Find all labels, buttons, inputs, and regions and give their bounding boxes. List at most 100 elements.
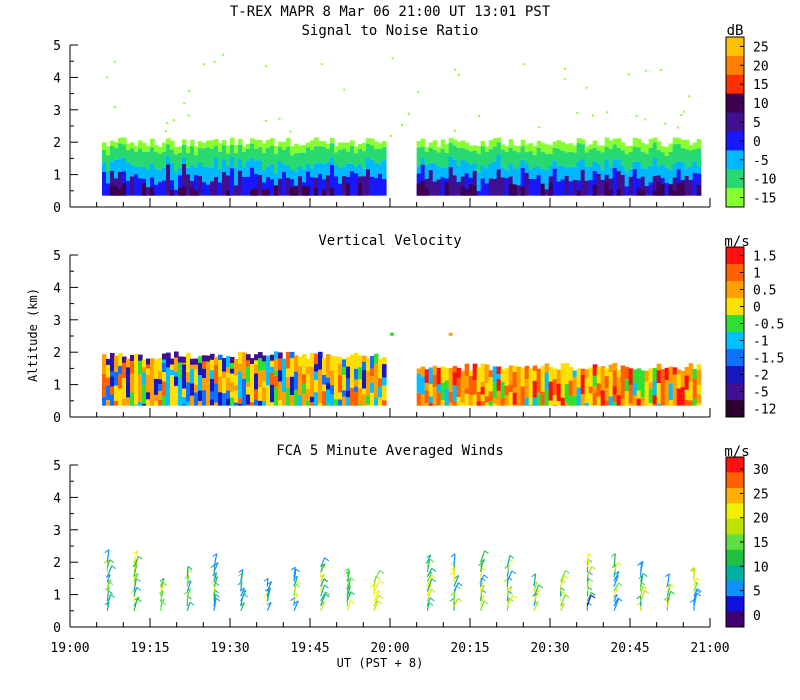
data-cell bbox=[468, 151, 474, 165]
wind-barb-flag bbox=[325, 591, 330, 596]
data-cell bbox=[338, 142, 343, 150]
data-cell bbox=[294, 371, 299, 390]
data-cell bbox=[150, 163, 155, 178]
data-cell bbox=[302, 394, 307, 406]
wind-barb bbox=[266, 581, 273, 592]
data-cell bbox=[146, 187, 151, 196]
data-cell bbox=[676, 183, 682, 196]
wind-barb-flag bbox=[377, 600, 383, 605]
data-cell bbox=[326, 175, 331, 196]
data-cell bbox=[162, 167, 167, 181]
data-cell bbox=[624, 172, 630, 187]
data-cell bbox=[416, 183, 422, 196]
data-cell bbox=[142, 392, 147, 404]
data-cell bbox=[246, 366, 251, 383]
data-cell bbox=[682, 110, 685, 113]
data-cell bbox=[627, 73, 630, 76]
data-cell bbox=[580, 159, 586, 170]
data-cell bbox=[456, 182, 462, 196]
data-cell bbox=[508, 384, 514, 393]
data-cell bbox=[608, 178, 614, 196]
data-cell bbox=[250, 358, 255, 375]
data-cell bbox=[572, 370, 578, 378]
data-cell bbox=[528, 151, 534, 170]
data-cell bbox=[362, 394, 367, 401]
data-cell bbox=[134, 145, 139, 152]
data-cell bbox=[444, 388, 450, 402]
data-cell bbox=[548, 182, 554, 196]
data-cell bbox=[186, 153, 191, 168]
wind-barb bbox=[586, 592, 592, 602]
data-cell bbox=[584, 180, 590, 196]
data-cell bbox=[230, 168, 235, 196]
data-cell bbox=[596, 173, 602, 196]
data-cell bbox=[266, 355, 271, 372]
data-cell bbox=[118, 388, 123, 406]
x-tick-label: 20:00 bbox=[370, 641, 409, 656]
data-cell bbox=[342, 366, 347, 376]
data-cell bbox=[692, 149, 698, 162]
data-cell bbox=[520, 386, 526, 406]
data-cell bbox=[660, 386, 666, 405]
data-cell bbox=[290, 395, 295, 406]
data-cell bbox=[492, 398, 498, 404]
data-cell bbox=[480, 381, 486, 387]
data-cell bbox=[684, 366, 690, 376]
data-cell bbox=[544, 363, 550, 373]
data-cell bbox=[606, 111, 609, 114]
data-cell bbox=[492, 403, 498, 406]
data-cell bbox=[636, 138, 642, 148]
data-cell bbox=[696, 184, 702, 196]
data-cell bbox=[122, 183, 127, 196]
data-cell bbox=[464, 149, 470, 163]
data-cell bbox=[346, 378, 351, 391]
wind-barb-flag bbox=[588, 553, 593, 557]
wind-barb-flag bbox=[690, 568, 696, 572]
data-cell bbox=[472, 363, 478, 381]
data-cell bbox=[382, 364, 387, 378]
data-cell bbox=[202, 142, 207, 149]
wind-barb bbox=[213, 597, 217, 611]
data-cell bbox=[106, 377, 111, 386]
data-cell bbox=[182, 164, 187, 196]
data-cell bbox=[592, 170, 598, 196]
data-cell bbox=[432, 365, 438, 375]
wind-barb bbox=[160, 578, 165, 587]
data-cell bbox=[230, 368, 235, 374]
wind-barb bbox=[533, 584, 540, 597]
colorbar-label: 25 bbox=[753, 40, 769, 55]
data-cell bbox=[210, 181, 215, 196]
data-cell bbox=[580, 368, 586, 375]
data-cell bbox=[138, 140, 143, 149]
data-cell bbox=[520, 139, 526, 147]
data-cell bbox=[456, 368, 462, 379]
data-cell bbox=[692, 379, 698, 387]
data-cell bbox=[480, 146, 486, 166]
data-cell bbox=[645, 69, 648, 72]
data-cell bbox=[664, 182, 670, 196]
data-cell bbox=[322, 179, 327, 196]
wind-barb bbox=[373, 589, 381, 602]
data-cell bbox=[134, 404, 139, 406]
data-cell bbox=[668, 170, 674, 184]
data-cell bbox=[684, 175, 690, 196]
data-cell bbox=[142, 372, 147, 385]
data-cell bbox=[306, 147, 311, 164]
data-cell bbox=[528, 398, 534, 406]
data-cell bbox=[202, 390, 207, 402]
data-cell bbox=[314, 146, 319, 164]
data-cell bbox=[226, 398, 231, 406]
data-cell bbox=[378, 164, 383, 174]
data-cell bbox=[350, 171, 355, 196]
data-cell bbox=[362, 400, 367, 406]
data-cell bbox=[640, 176, 646, 196]
data-cell bbox=[628, 176, 634, 196]
data-cell bbox=[696, 148, 702, 167]
data-cell bbox=[194, 167, 199, 175]
colorbar-swatch bbox=[726, 580, 744, 597]
data-cell bbox=[528, 368, 534, 379]
data-cell bbox=[290, 187, 295, 196]
data-cell bbox=[454, 68, 457, 71]
data-cell bbox=[298, 356, 303, 367]
data-cell bbox=[182, 388, 187, 398]
